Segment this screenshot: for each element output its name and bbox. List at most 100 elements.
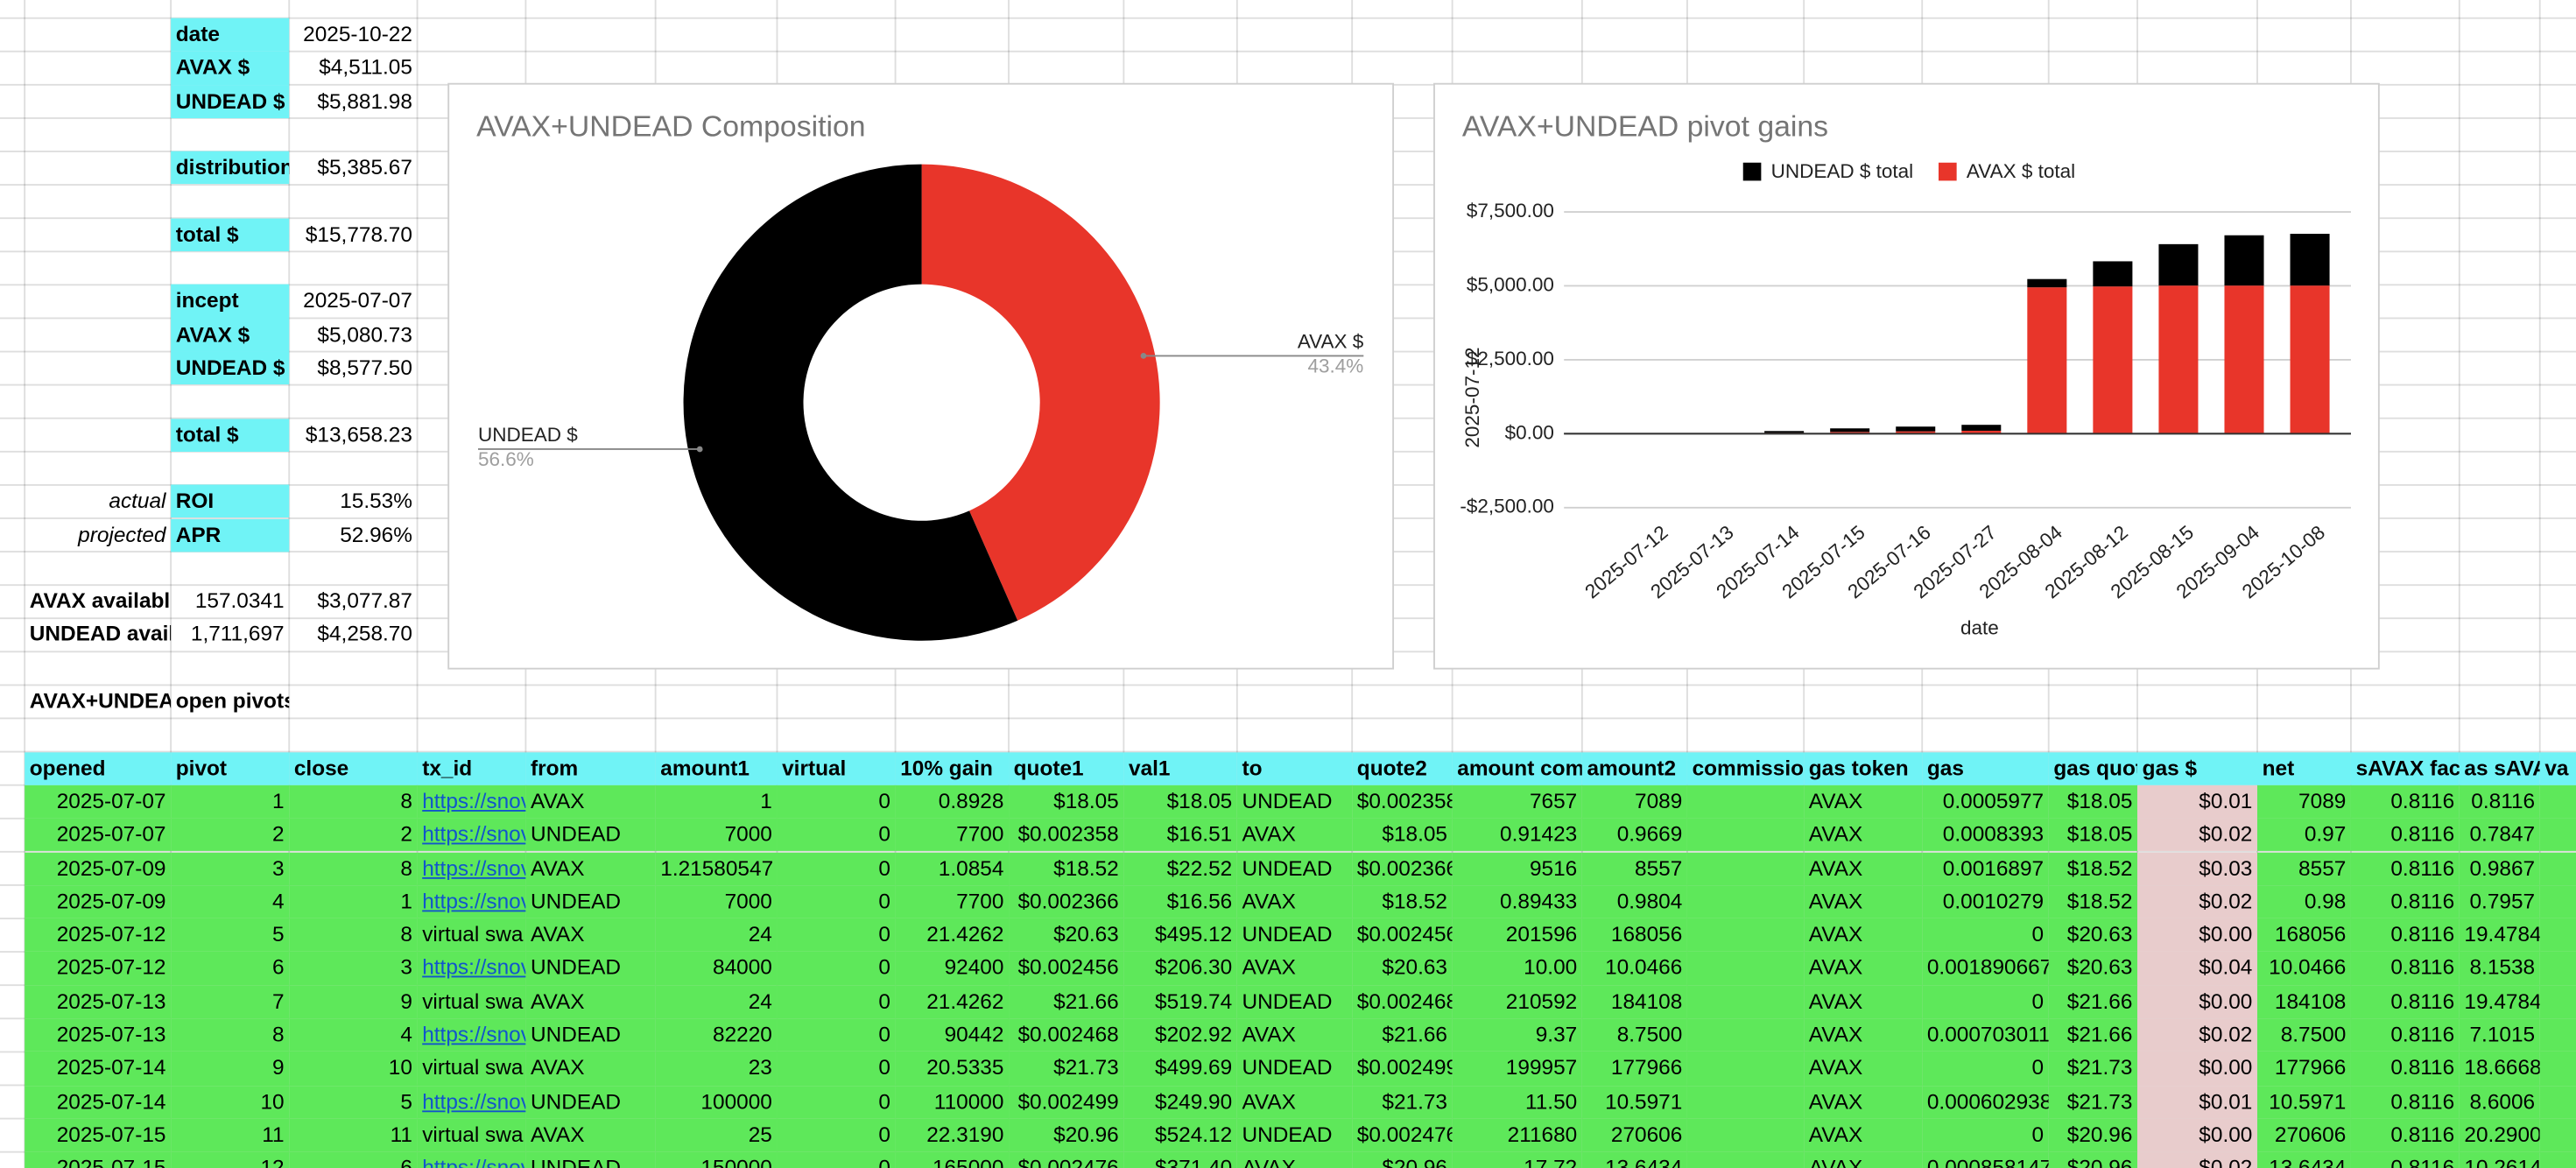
table-cell[interactable]: https://snov [417, 1085, 526, 1119]
table-cell: $0.002468 [1009, 1018, 1124, 1052]
table-cell [1686, 1151, 1805, 1168]
table-cell: $499.69 [1123, 1052, 1237, 1086]
column-header: val1 [1123, 751, 1237, 785]
table-cell: 0.8116 [2350, 985, 2460, 1019]
column-header: amount2 [1581, 751, 1687, 785]
table-cell: $202.92 [1123, 1018, 1237, 1052]
table-cell: $0.002499 [1352, 1052, 1453, 1086]
table-cell: $18.05 [1009, 785, 1124, 819]
table-cell[interactable]: https://snov [417, 1018, 526, 1052]
table-cell: 0.8116 [2350, 952, 2460, 986]
table-cell: $20.96 [1009, 1118, 1124, 1152]
table-cell[interactable]: https://snov [417, 851, 526, 885]
table-cell: 0.9867 [2459, 851, 2540, 885]
table-cell: 0 [1922, 918, 2049, 953]
table-cell: 9516 [1452, 851, 1582, 885]
table-cell: 1 [655, 785, 778, 819]
table-cell: virtual swa [417, 1052, 526, 1086]
bar [1764, 431, 1805, 433]
table-cell: $18.52 [1009, 851, 1124, 885]
summary-label: total $ [171, 418, 290, 452]
table-cell: AVAX [1236, 818, 1353, 852]
summary-value: $5,385.67 [317, 154, 412, 179]
table-cell: $21.66 [2048, 1018, 2138, 1052]
table-cell[interactable]: https://snov [417, 952, 526, 986]
table-cell: 2025-07-09 [25, 851, 172, 885]
y-tick-label: $2,500.00 [1467, 348, 1554, 369]
table-cell: AVAX [1804, 884, 1923, 919]
table-cell: 23 [655, 1052, 778, 1086]
table-cell: 10.5971 [1581, 1085, 1687, 1119]
table-cell: 7089 [1581, 785, 1687, 819]
table-cell: 0 [777, 818, 896, 852]
table-cell[interactable]: https://snov [417, 785, 526, 819]
table-cell: $21.66 [1009, 985, 1124, 1019]
column-header: gas token [1804, 751, 1923, 785]
table-cell[interactable]: https://snov [417, 1151, 526, 1168]
table-cell: UNDEAD [1236, 918, 1353, 953]
table-cell: $0.02 [2137, 818, 2258, 852]
table-cell: 110000 [895, 1085, 1010, 1119]
table-cell: 0 [1922, 1118, 2049, 1152]
table-cell: 2025-07-07 [25, 785, 172, 819]
summary-label: UNDEAD $ [171, 84, 290, 118]
table-cell [1686, 785, 1805, 819]
bar [1961, 425, 2002, 431]
legend-swatch [1939, 162, 1957, 181]
summary-label: UNDEAD avail [29, 621, 172, 647]
table-cell: 0.8116 [2350, 1151, 2460, 1168]
column-header: gas $ [2137, 751, 2258, 785]
summary-value: $15,778.70 [305, 221, 412, 247]
summary-note: actual [109, 488, 166, 513]
table-cell: 2025-07-15 [25, 1118, 172, 1152]
table-cell: 21.4262 [895, 918, 1010, 953]
column-header: amount1 [655, 751, 778, 785]
bar [1896, 426, 1936, 432]
table-cell: $21.73 [2048, 1085, 2138, 1119]
summary-value: $3,077.87 [317, 588, 412, 614]
table-cell: 2025-07-07 [25, 818, 172, 852]
table-cell[interactable]: https://snov [417, 818, 526, 852]
table-cell: 8557 [1581, 851, 1687, 885]
table-cell: 8.6006 [2459, 1085, 2540, 1119]
leader-dot [696, 446, 703, 453]
table-cell: 12 [171, 1151, 290, 1168]
table-cell: $21.73 [1352, 1085, 1453, 1119]
table-cell: 0.9669 [1581, 818, 1687, 852]
table-cell: 0.97 [2257, 818, 2351, 852]
table-cell: $519.74 [1123, 985, 1237, 1019]
table-cell: $0.01 [2137, 785, 2258, 819]
table-cell: AVAX [1804, 1118, 1923, 1152]
table-cell: 10.2614 [2459, 1151, 2540, 1168]
table-cell: 92400 [895, 952, 1010, 986]
section-title: open pivots [175, 688, 290, 714]
table-cell: 2025-07-14 [25, 1052, 172, 1086]
table-cell[interactable]: https://snov [417, 884, 526, 919]
summary-label: APR [171, 517, 290, 552]
summary-label: incept [171, 285, 290, 319]
bar [2224, 235, 2264, 286]
column-header: quote1 [1009, 751, 1124, 785]
column-header: commissio [1686, 751, 1805, 785]
table-cell: 24 [655, 985, 778, 1019]
table-cell: 2025-07-14 [25, 1085, 172, 1119]
table-cell: AVAX [1236, 1018, 1353, 1052]
leader-dot [1140, 353, 1147, 359]
table-cell: 8557 [2257, 851, 2351, 885]
column-header: net [2257, 751, 2351, 785]
table-cell: UNDEAD [525, 1085, 656, 1119]
table-cell: AVAX [525, 1118, 656, 1152]
table-cell: $0.00 [2137, 918, 2258, 953]
table-cell: 0 [777, 851, 896, 885]
table-cell: AVAX [1236, 1151, 1353, 1168]
table-cell [2539, 818, 2576, 852]
table-cell: AVAX [525, 1052, 656, 1086]
table-cell: $0.00 [2137, 1052, 2258, 1086]
table-cell: 20.5335 [895, 1052, 1010, 1086]
table-cell: 0.0005977 [1922, 785, 2049, 819]
table-cell: $21.73 [1009, 1052, 1124, 1086]
table-cell: 8 [171, 1018, 290, 1052]
table-cell: $20.96 [2048, 1118, 2138, 1152]
table-cell: 199957 [1452, 1052, 1582, 1086]
table-cell: 0.000602938 [1922, 1085, 2049, 1119]
